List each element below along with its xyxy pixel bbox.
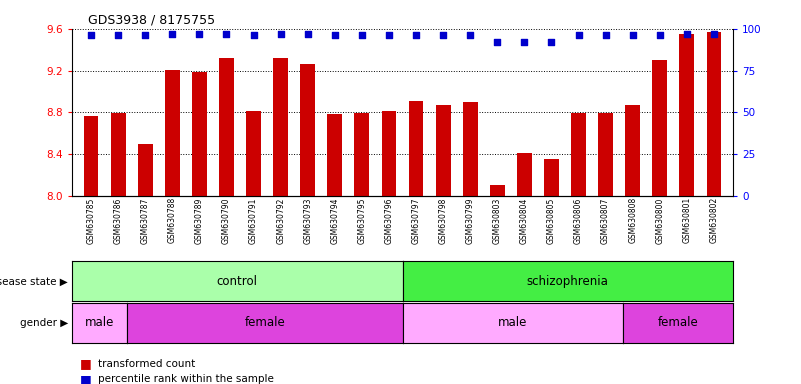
Bar (706, 32, 722, 196)
Bar (138, 144, 153, 196)
Point (248, 32, 260, 38)
Text: ■: ■ (80, 373, 92, 384)
Text: GDS3938 / 8175755: GDS3938 / 8175755 (88, 13, 215, 26)
Text: transformed count: transformed count (98, 359, 195, 369)
Point (518, 39, 531, 45)
Bar (246, 111, 261, 196)
Bar (571, 113, 586, 196)
Bar (328, 114, 342, 196)
Point (111, 32, 124, 38)
Bar (354, 113, 369, 196)
Point (626, 32, 639, 38)
Point (437, 32, 449, 38)
Point (85, 32, 98, 38)
Bar (165, 70, 179, 196)
Bar (517, 153, 532, 196)
Bar (192, 71, 207, 196)
Point (139, 32, 151, 38)
Point (383, 32, 396, 38)
Text: schizophrenia: schizophrenia (527, 275, 609, 288)
Bar (111, 113, 126, 196)
Point (491, 39, 504, 45)
Bar (652, 60, 667, 196)
Bar (598, 113, 613, 196)
Bar (463, 102, 477, 196)
Point (707, 31, 720, 37)
Point (328, 32, 341, 38)
Point (464, 32, 477, 38)
Point (356, 32, 368, 38)
Text: female: female (658, 316, 698, 329)
Bar (679, 34, 694, 196)
Bar (544, 159, 559, 196)
Text: disease state ▶: disease state ▶ (0, 276, 68, 286)
Point (599, 32, 612, 38)
Point (220, 31, 233, 37)
Text: female: female (244, 316, 285, 329)
Bar (300, 64, 315, 196)
Bar (381, 111, 396, 196)
Point (545, 39, 557, 45)
Point (409, 32, 422, 38)
Point (274, 31, 287, 37)
Point (166, 31, 179, 37)
Point (572, 32, 585, 38)
Point (193, 31, 206, 37)
Text: male: male (498, 316, 527, 329)
Bar (490, 185, 505, 196)
Text: ■: ■ (80, 358, 92, 371)
Bar (409, 101, 424, 196)
Bar (626, 105, 640, 196)
Text: male: male (85, 316, 115, 329)
Bar (219, 58, 234, 196)
Bar (436, 105, 451, 196)
Point (301, 31, 314, 37)
Text: percentile rank within the sample: percentile rank within the sample (98, 374, 274, 384)
Text: gender ▶: gender ▶ (20, 318, 68, 328)
Point (654, 32, 666, 38)
Bar (83, 116, 99, 196)
Bar (273, 58, 288, 196)
Text: control: control (217, 275, 258, 288)
Point (681, 31, 694, 37)
